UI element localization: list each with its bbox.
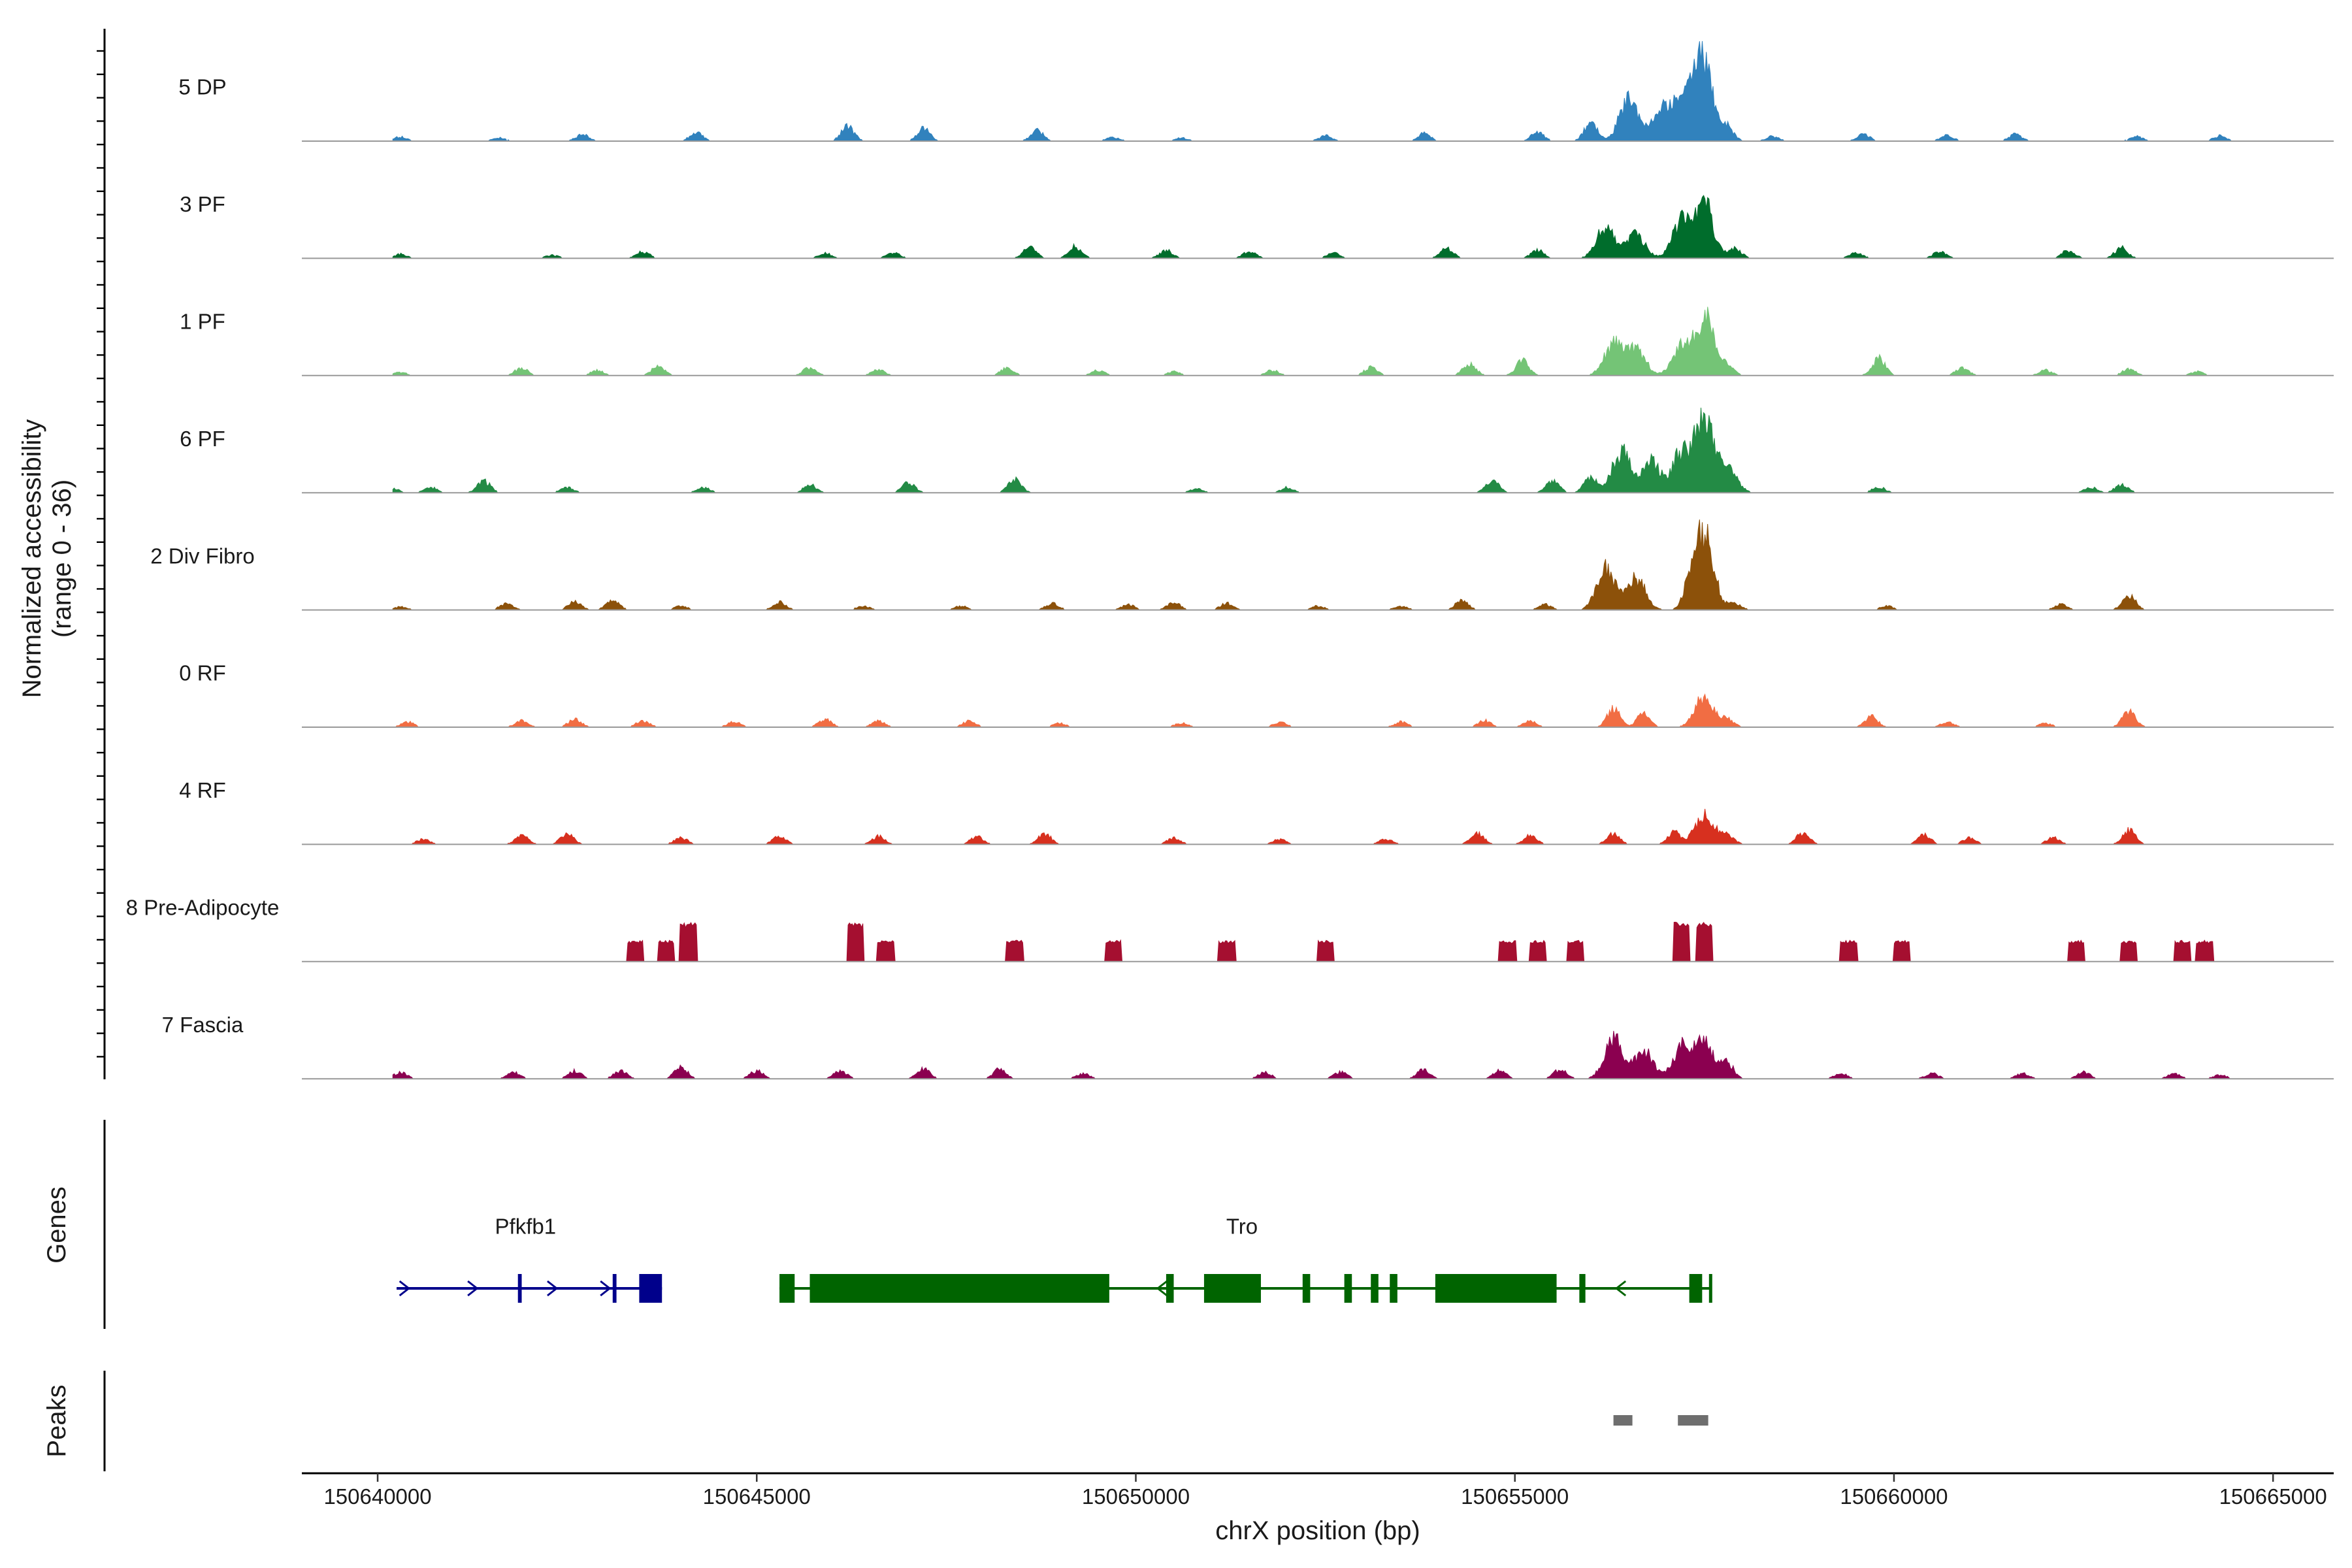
- gene-exon: [779, 1274, 795, 1303]
- coverage-area: [392, 519, 2274, 611]
- x-tick-label: 150645000: [703, 1484, 811, 1509]
- x-tick-label: 150655000: [1461, 1484, 1569, 1509]
- gene-exon: [517, 1274, 522, 1303]
- track-label: 2 Div Fibro: [150, 544, 255, 568]
- gene-exon: [1708, 1274, 1712, 1303]
- coverage-y-axis-label: Normalized accessibility(range 0 - 36): [18, 419, 76, 698]
- strand-arrow: [547, 1280, 559, 1297]
- gene-exon: [1344, 1274, 1352, 1303]
- gene-exon: [639, 1274, 662, 1303]
- x-tick-label: 150660000: [1840, 1484, 1948, 1509]
- coverage-track-2-div-fibro: 2 Div Fibro: [150, 519, 2334, 611]
- coverage-area: [392, 1030, 2274, 1079]
- coverage-y-label-line1: Normalized accessibility: [18, 419, 46, 698]
- x-tick-label: 150665000: [2219, 1484, 2327, 1509]
- x-tick-label: 150640000: [323, 1484, 431, 1509]
- gene-exon: [1203, 1274, 1261, 1303]
- track-label: 6 PF: [180, 427, 225, 451]
- strand-arrow: [600, 1280, 612, 1297]
- x-axis-title: chrX position (bp): [1215, 1516, 1420, 1545]
- gene-exon: [1689, 1274, 1703, 1303]
- coverage-track-4-rf: 4 RF: [179, 778, 2334, 845]
- coverage-area: [393, 809, 2274, 845]
- coverage-y-label-line2: (range 0 - 36): [48, 480, 76, 638]
- coverage-track-1-pf: 1 PF: [180, 306, 2334, 376]
- track-label: 4 RF: [179, 778, 226, 802]
- strand-arrow: [1156, 1280, 1168, 1297]
- peaks-panel: Peaks: [42, 1371, 1708, 1471]
- coverage-track-5-dp: 5 DP: [178, 41, 2334, 142]
- x-axis: 150640000 150645000 150650000 150655000 1506…: [302, 1472, 2334, 1545]
- strand-arrow: [467, 1280, 479, 1297]
- gene-exon: [809, 1274, 1109, 1303]
- track-label: 7 Fascia: [162, 1013, 244, 1037]
- gene-exon: [612, 1274, 617, 1303]
- gene-tro: Tro: [779, 1215, 1712, 1303]
- track-label: 5 DP: [178, 75, 226, 99]
- coverage-track-0-rf: 0 RF: [179, 661, 2334, 728]
- gene-exon: [1435, 1274, 1557, 1303]
- coverage-track-8-pre-adipocyte: 8 Pre-Adipocyte: [126, 896, 2334, 962]
- genes-panel: Genes Pfkfb1 Tro: [42, 1120, 1712, 1329]
- strand-arrow: [1614, 1280, 1627, 1297]
- peak-region: [1613, 1415, 1633, 1426]
- peak-region: [1678, 1415, 1708, 1426]
- gene-label: Tro: [1226, 1215, 1258, 1239]
- x-tick-label: 150650000: [1082, 1484, 1190, 1509]
- gene-pfkfb1: Pfkfb1: [397, 1215, 662, 1303]
- coverage-area: [392, 41, 2274, 142]
- coverage-track-6-pf: 6 PF: [180, 407, 2334, 494]
- genes-track-label: Genes: [42, 1186, 71, 1264]
- gene-exon: [1371, 1274, 1379, 1303]
- gene-exon: [1166, 1274, 1174, 1303]
- gene-exon: [1302, 1274, 1311, 1303]
- track-label: 0 RF: [179, 661, 226, 685]
- gene-label: Pfkfb1: [495, 1215, 557, 1239]
- coverage-area: [392, 306, 2274, 376]
- gene-exon: [1390, 1274, 1397, 1303]
- track-label: 8 Pre-Adipocyte: [126, 896, 280, 920]
- coverage-panel: Normalized accessibility(range 0 - 36) 5 …: [18, 29, 2334, 1080]
- strand-arrow: [399, 1280, 411, 1297]
- coverage-track-7-fascia: 7 Fascia: [162, 1013, 2334, 1080]
- track-label: 1 PF: [180, 310, 225, 334]
- coverage-area: [393, 693, 2274, 728]
- gene-exon: [1579, 1274, 1586, 1303]
- coverage-area: [392, 407, 2274, 493]
- peaks-track-label: Peaks: [42, 1384, 71, 1457]
- coverage-area: [392, 195, 2274, 259]
- track-label: 3 PF: [180, 192, 225, 216]
- coverage-track-3-pf: 3 PF: [180, 192, 2334, 259]
- coverage-area: [393, 921, 2274, 962]
